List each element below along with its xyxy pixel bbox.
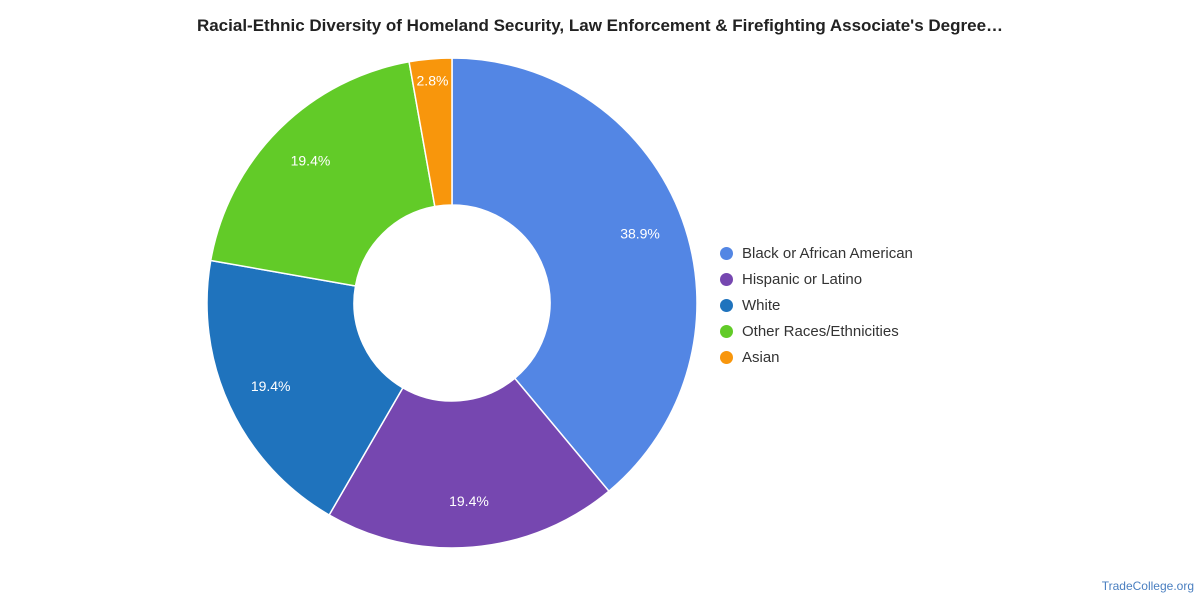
chart-title: Racial-Ethnic Diversity of Homeland Secu… (196, 16, 1004, 35)
slice-black-or-african-american[interactable] (451, 57, 698, 493)
slice-label-asian: 2.8% (417, 73, 449, 89)
legend-item-white[interactable]: White (720, 292, 913, 318)
slice-label-other-races-ethnicities: 19.4% (291, 152, 331, 168)
legend-item-asian[interactable]: Asian (720, 344, 913, 370)
legend-swatch (720, 324, 733, 338)
slice-label-hispanic-or-latino: 19.4% (449, 493, 489, 509)
labels-layer: 38.9% 19.4% 19.4% 19.4% 2.8% (251, 73, 660, 509)
slice-hispanic-or-latino[interactable] (328, 377, 610, 549)
slices-layer (206, 57, 698, 549)
slice-white[interactable] (206, 259, 404, 517)
legend-label: White (742, 296, 781, 314)
legend-label: Asian (742, 348, 780, 366)
legend-swatch (720, 246, 733, 260)
legend-label: Black or African American (742, 244, 913, 262)
legend-swatch (720, 350, 733, 364)
legend-swatch (720, 298, 733, 312)
slice-other-races-ethnicities[interactable] (209, 60, 436, 287)
legend: Black or African American Hispanic or Lat… (720, 240, 913, 370)
legend-label: Other Races/Ethnicities (742, 322, 899, 340)
slice-label-black-or-african-american: 38.9% (620, 226, 660, 242)
legend-label: Hispanic or Latino (742, 270, 863, 288)
legend-swatch (720, 272, 733, 286)
slice-asian[interactable] (408, 57, 453, 208)
watermark[interactable]: TradeCollege.org (1101, 579, 1194, 593)
slice-label-white: 19.4% (251, 378, 291, 394)
legend-item-black-or-african-american[interactable]: Black or African American (720, 240, 913, 266)
legend-item-hispanic-or-latino[interactable]: Hispanic or Latino (720, 266, 913, 292)
legend-item-other-races-ethnicities[interactable]: Other Races/Ethnicities (720, 318, 913, 344)
